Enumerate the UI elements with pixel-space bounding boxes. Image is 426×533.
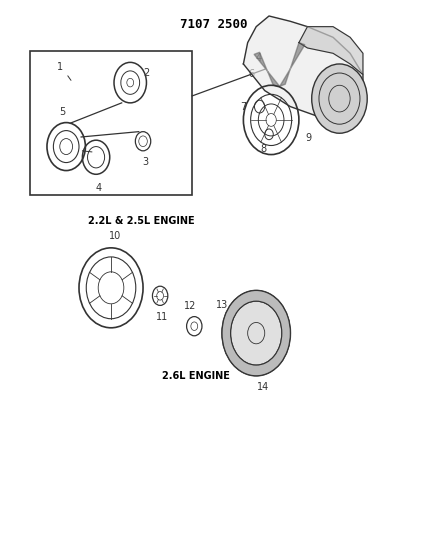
Text: 9: 9 [305, 133, 311, 142]
Text: 10: 10 [109, 231, 121, 241]
Text: 5: 5 [59, 107, 65, 117]
Polygon shape [253, 52, 279, 86]
Text: 12: 12 [184, 301, 196, 311]
Text: 4: 4 [255, 53, 261, 63]
Text: 2.2L & 2.5L ENGINE: 2.2L & 2.5L ENGINE [87, 216, 194, 226]
Bar [30, 51, 192, 195]
Text: 7107 2500: 7107 2500 [179, 18, 247, 31]
Circle shape [311, 64, 366, 133]
Text: 8: 8 [260, 144, 266, 154]
Circle shape [230, 301, 281, 365]
Text: 6: 6 [248, 69, 253, 78]
Polygon shape [279, 43, 304, 86]
Wedge shape [222, 290, 290, 376]
Text: 14: 14 [256, 382, 268, 392]
Text: 13: 13 [216, 300, 227, 310]
Text: 7: 7 [240, 102, 246, 111]
Polygon shape [243, 16, 362, 123]
Text: 4: 4 [95, 183, 101, 193]
Polygon shape [298, 27, 362, 75]
Text: 3: 3 [142, 157, 148, 167]
Text: 2: 2 [143, 68, 149, 78]
Text: 2.6L ENGINE: 2.6L ENGINE [162, 371, 230, 381]
Text: 11: 11 [156, 312, 168, 322]
Text: 1: 1 [57, 62, 63, 71]
